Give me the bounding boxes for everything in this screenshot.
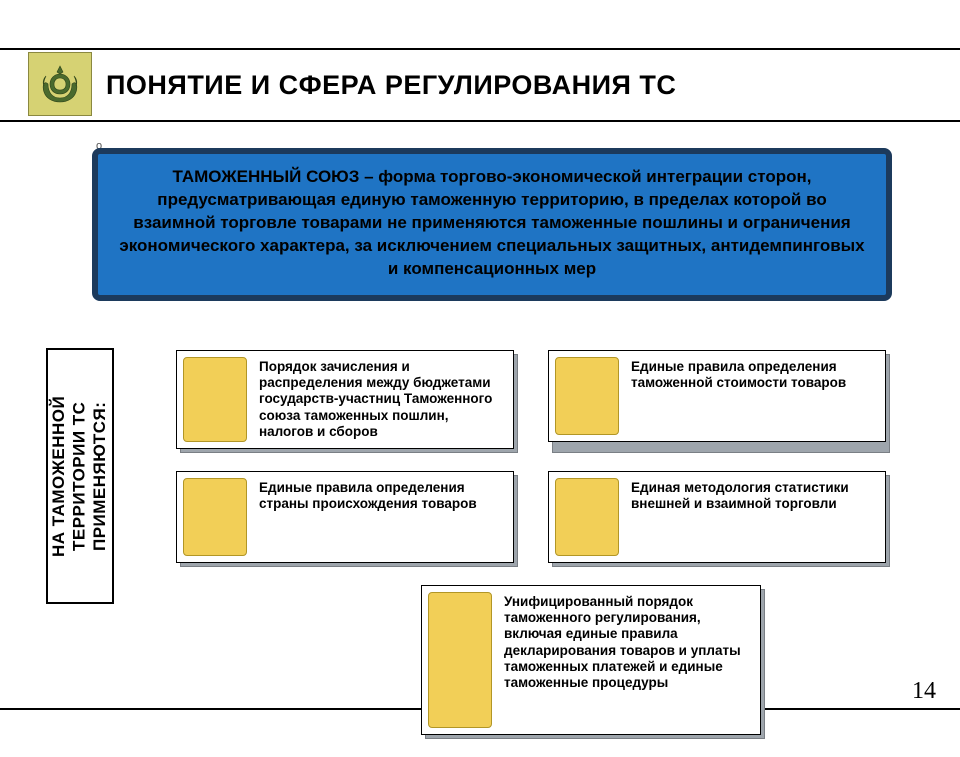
page-number: 14	[912, 678, 936, 705]
item-card: Порядок зачисления и распределения между…	[176, 350, 514, 449]
emblem-icon	[28, 52, 92, 116]
item-text: Унифицированный порядок таможенного регу…	[498, 586, 760, 734]
sidebar-label-box: НА ТАМОЖЕННОЙ ТЕРРИТОРИИ ТС ПРИМЕНЯЮТСЯ:	[46, 348, 114, 604]
item-block: Порядок зачисления и распределения между…	[176, 350, 514, 449]
items-row: Унифицированный порядок таможенного регу…	[176, 585, 886, 735]
item-card: Единая методология статистики внешней и …	[548, 471, 886, 563]
item-card: Единые правила определения страны происх…	[176, 471, 514, 563]
sidebar-label: НА ТАМОЖЕННОЙ ТЕРРИТОРИИ ТС ПРИМЕНЯЮТСЯ:	[49, 350, 110, 602]
items-grid: Порядок зачисления и распределения между…	[176, 350, 886, 757]
items-row: Порядок зачисления и распределения между…	[176, 350, 886, 449]
item-block: Единые правила определения страны происх…	[176, 471, 514, 563]
item-tile-icon	[555, 478, 619, 556]
item-block: Единая методология статистики внешней и …	[548, 471, 886, 563]
item-tile-icon	[183, 478, 247, 556]
item-text: Единая методология статистики внешней и …	[625, 472, 885, 562]
item-tile-icon	[555, 357, 619, 435]
divider-under-title	[0, 120, 960, 122]
item-tile-icon	[428, 592, 492, 728]
item-block: Унифицированный порядок таможенного регу…	[421, 585, 761, 735]
item-text: Единые правила определения таможенной ст…	[625, 351, 885, 441]
item-card: Унифицированный порядок таможенного регу…	[421, 585, 761, 735]
page-title: ПОНЯТИЕ И СФЕРА РЕГУЛИРОВАНИЯ ТС	[106, 70, 676, 101]
divider-top	[0, 48, 960, 50]
item-text: Порядок зачисления и распределения между…	[253, 351, 513, 448]
item-card: Единые правила определения таможенной ст…	[548, 350, 886, 442]
item-block: Единые правила определения таможенной ст…	[548, 350, 886, 449]
item-text: Единые правила определения страны происх…	[253, 472, 513, 562]
definition-box: ТАМОЖЕННЫЙ СОЮЗ – форма торгово-экономич…	[92, 148, 892, 301]
item-tile-icon	[183, 357, 247, 442]
items-row: Единые правила определения страны происх…	[176, 471, 886, 563]
